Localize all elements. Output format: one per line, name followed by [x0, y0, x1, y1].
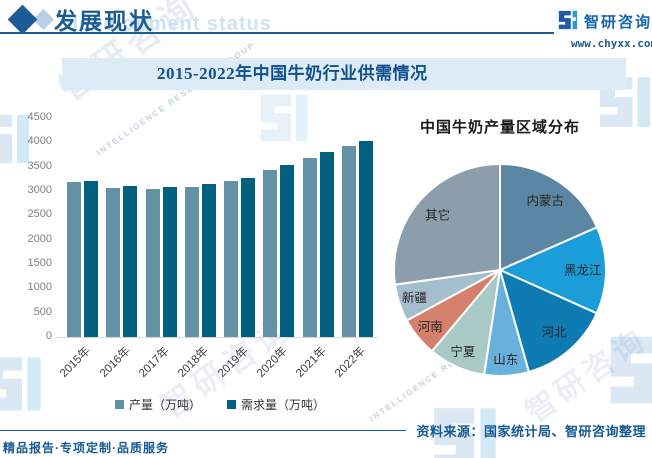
bar-group: 2016年: [98, 118, 138, 380]
bar-group: 2020年: [255, 118, 295, 380]
pie-slice-label: 山东: [493, 353, 518, 367]
bar-production: [106, 188, 121, 337]
y-axis-tick: 3000: [27, 184, 52, 196]
y-axis-tick: 4000: [27, 135, 52, 148]
pie-slice-2: [499, 269, 598, 373]
pie-slice-7: [393, 163, 501, 286]
legend-item: 产量（万吨）: [114, 396, 201, 413]
bar-demand: [201, 184, 216, 337]
bar-demand: [162, 186, 177, 337]
bar-demand: [319, 151, 334, 337]
chart-title-banner: 2015-2022年中国牛奶行业供需情况: [62, 58, 626, 90]
bar-production: [67, 182, 81, 337]
bar-production: [145, 189, 160, 337]
y-axis-tick: 0: [45, 330, 52, 342]
bar-production: [263, 169, 278, 337]
pie-slice-label: 河南: [418, 319, 443, 334]
brand-name: 智研咨询: [584, 14, 652, 31]
bar-production: [224, 181, 239, 337]
y-axis-tick: 1500: [27, 257, 52, 269]
footer-tagline: 精品报告·专项定制·品质服务: [3, 441, 169, 455]
diamond-icon: [7, 4, 38, 35]
section-title: 发展现状: [54, 9, 154, 34]
legend-item: 需求量（万吨）: [227, 396, 325, 413]
pie-slice-label: 其它: [425, 208, 450, 223]
chart-title: 2015-2022年中国牛奶行业供需情况: [157, 64, 428, 83]
y-axis-tick: 2500: [27, 208, 52, 221]
bar-demand: [241, 177, 256, 337]
y-axis-tick: 500: [33, 305, 52, 318]
header-watermark-text: development status: [66, 13, 272, 35]
bar-demand: [123, 185, 138, 337]
bar-production: [341, 145, 356, 337]
legend-swatch-icon: [227, 400, 236, 409]
y-axis-tick: 2000: [27, 232, 52, 245]
bar-group: 2018年: [176, 118, 216, 380]
pie-slice-label: 黑龙江: [564, 263, 602, 277]
brand-logo-icon: [557, 9, 579, 31]
footer-divider: [0, 430, 406, 431]
bar-group: 2022年: [333, 118, 373, 380]
pie-slice-label: 宁夏: [450, 344, 476, 359]
brand-watermark-icon: [0, 352, 46, 416]
bar-chart-plot: 2015年 2016年 2017年 2018年 2019年 2020年 2021年 2022年: [58, 118, 378, 380]
bar-chart-legend: 产量（万吨） 需求量（万吨）: [62, 396, 378, 413]
legend-swatch-icon: [114, 400, 124, 409]
bar-group: 2021年: [294, 118, 334, 380]
data-source-text: 资料来源：国家统计局、智研咨询整理: [416, 424, 646, 439]
bar-production: [302, 157, 317, 337]
pie-slice-1: [499, 226, 607, 315]
bar-group: 2015年: [58, 118, 98, 380]
pie-slice-0: [499, 163, 599, 271]
legend-label: 产量（万吨）: [128, 398, 201, 412]
pie-chart-title: 中国牛奶产量区域分布: [419, 119, 580, 136]
page-header: development status 发展现状 智研咨询 www.chyxx.c…: [0, 0, 652, 56]
header-divider: [0, 32, 554, 34]
y-axis-tick: 3500: [27, 159, 52, 172]
pie-slice-label: 新疆: [402, 290, 427, 305]
legend-label: 需求量（万吨）: [241, 398, 326, 412]
y-axis-tick: 1000: [27, 281, 52, 294]
pie-slice-label: 河北: [542, 326, 568, 340]
bar-group: 2019年: [216, 118, 256, 380]
bar-demand: [358, 140, 373, 337]
bar-group: 2017年: [137, 118, 177, 380]
bar-chart-baseline: [56, 337, 378, 338]
brand-website: www.chyxx.com: [571, 37, 652, 50]
bar-demand: [280, 165, 295, 337]
pie-slice-label: 内蒙古: [526, 193, 564, 208]
y-axis-tick: 4500: [27, 111, 52, 123]
bar-production: [184, 187, 199, 337]
bar-demand: [84, 180, 98, 337]
bar-chart-y-axis: 4500 4000 3500 3000 2500 2000 1500 1000 500 0: [16, 111, 52, 344]
